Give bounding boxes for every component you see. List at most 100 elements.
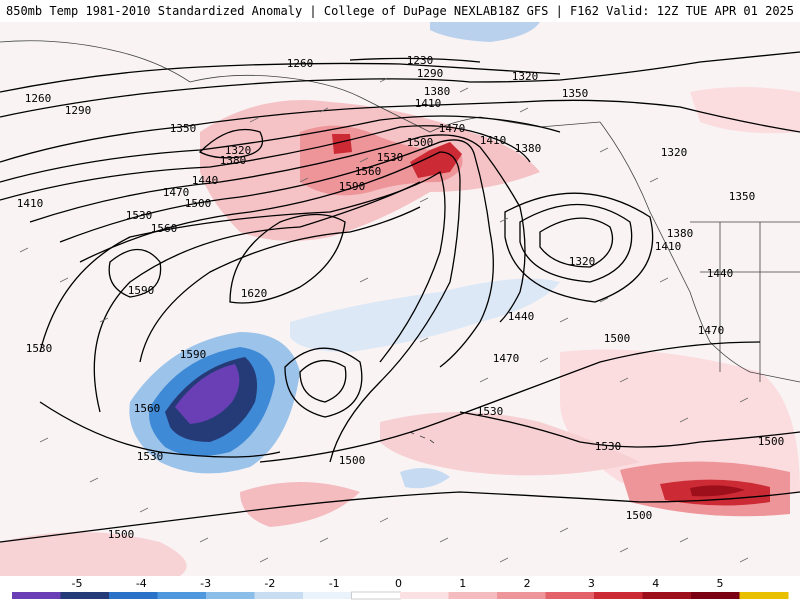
colorbar-swatch xyxy=(545,592,595,599)
contour-label: 1290 xyxy=(65,104,92,117)
contour-1620 xyxy=(229,213,346,304)
colorbar-tick-label: -3 xyxy=(200,577,211,590)
contour-low-ring2 xyxy=(519,203,633,283)
contour-label: 1350 xyxy=(729,190,756,203)
contour-label: 1500 xyxy=(108,528,135,541)
contour-label: 1500 xyxy=(339,454,366,467)
warm-anomaly-band xyxy=(380,412,640,476)
contour-label: 1380 xyxy=(424,85,451,98)
anomaly-shading xyxy=(0,22,800,576)
west-coast xyxy=(599,121,800,383)
contour-1440 xyxy=(29,134,526,323)
contour-label: 1320 xyxy=(512,70,539,83)
colorbar-swatch xyxy=(400,592,449,599)
contour-low-center xyxy=(539,217,614,268)
colorbar-swatch xyxy=(12,592,61,599)
contour-label: 1380 xyxy=(515,142,542,155)
colorbar-swatch xyxy=(497,592,546,599)
contour-label: 1260 xyxy=(25,92,52,105)
contour-label: 1320 xyxy=(661,146,688,159)
colorbar-swatch xyxy=(303,592,352,599)
contour-label: 1590 xyxy=(128,284,155,297)
cold-anomaly-top xyxy=(430,22,540,42)
colorbar-swatch xyxy=(206,592,255,599)
contour-label: 1530 xyxy=(477,405,504,418)
colorbar-swatch xyxy=(594,592,643,599)
contour-label: 1560 xyxy=(355,165,382,178)
cold-anomaly-band xyxy=(290,278,560,352)
contour-label: 1530 xyxy=(26,342,53,355)
colorbar-swatches xyxy=(12,591,789,600)
contour-1290 xyxy=(0,51,800,118)
contour-cutoff-ring xyxy=(284,347,363,418)
contour-label: 1470 xyxy=(439,122,466,135)
colorbar-swatch xyxy=(109,592,158,599)
colorbar-swatch xyxy=(157,592,207,599)
contour-label: 1530 xyxy=(126,209,153,222)
contour-1470 xyxy=(59,139,494,368)
header-bar: 850mb Temp 1981-2010 Standardized Anomal… xyxy=(0,0,800,22)
warm-anomaly-coast xyxy=(410,142,462,178)
colorbar-tick-label: 1 xyxy=(459,577,466,590)
contour-label: 1260 xyxy=(287,57,314,70)
contour-1590 xyxy=(139,206,421,363)
contour-label: 1620 xyxy=(241,287,268,300)
contour-low-ring3 xyxy=(504,192,654,303)
cold-anomaly-core xyxy=(175,364,240,424)
contour-label: 1230 xyxy=(407,54,434,67)
us-state-lines xyxy=(690,221,800,382)
contour-label: 1500 xyxy=(758,435,785,448)
colorbar-swatch xyxy=(448,592,498,599)
contour-label: 1380 xyxy=(667,227,694,240)
colorbar-swatch xyxy=(642,592,692,599)
warm-anomaly-max xyxy=(332,134,352,154)
contour-label: 1590 xyxy=(339,180,366,193)
colorbar-tick-label: 3 xyxy=(588,577,595,590)
colorbar-tick-label: 5 xyxy=(717,577,724,590)
contour-1530 xyxy=(39,170,446,363)
warm-anomaly-west xyxy=(0,532,187,576)
contour-label: 1470 xyxy=(698,324,725,337)
contour-label: 1470 xyxy=(493,352,520,365)
contour-label: 1380 xyxy=(220,154,247,167)
contour-label: 1410 xyxy=(480,134,507,147)
contour-label: 1320 xyxy=(569,255,596,268)
contour-1560 xyxy=(93,181,421,413)
colorbar-tick-label: -4 xyxy=(136,577,147,590)
contour-1500-south xyxy=(0,491,800,543)
contour-label: 1530 xyxy=(595,440,622,453)
contour-1230 xyxy=(349,57,481,63)
contour-label: 1410 xyxy=(17,197,44,210)
wind-barbs xyxy=(19,77,749,563)
colorbar: -5 -4 -3 -2 -1 0 1 2 3 4 5 xyxy=(0,576,800,600)
colorbar-ticks: -5 -4 -3 -2 -1 0 1 2 3 4 5 xyxy=(72,577,724,590)
colorbar-swatch xyxy=(351,591,401,600)
contour-1320 xyxy=(198,128,264,159)
contour-label: 1500 xyxy=(407,136,434,149)
map-title: 850mb Temp 1981-2010 Standardized Anomal… xyxy=(6,4,498,18)
contour-label: 1410 xyxy=(415,97,442,110)
colorbar-tick-label: 0 xyxy=(395,577,402,590)
contour-label: 1410 xyxy=(655,240,682,253)
contour-cutoff-low xyxy=(299,360,347,403)
contour-label: 1290 xyxy=(417,67,444,80)
colorbar-tick-label: -2 xyxy=(264,577,275,590)
contour-label: 1500 xyxy=(185,197,212,210)
contour-1500 xyxy=(79,151,461,463)
contour-label: 1500 xyxy=(626,509,653,522)
contour-1410 xyxy=(0,125,531,201)
height-contours xyxy=(0,51,800,543)
colorbar-swatch xyxy=(739,592,789,599)
contour-1590-low xyxy=(108,249,162,298)
contour-label: 1320 xyxy=(225,144,252,157)
contour-label: 1350 xyxy=(170,122,197,135)
colorbar-tick-label: -1 xyxy=(329,577,340,590)
colorbar-tick-label: -5 xyxy=(72,577,83,590)
contour-label: 1440 xyxy=(508,310,535,323)
contour-1530-south xyxy=(39,401,281,458)
contour-1350a xyxy=(0,99,800,163)
contour-label: 1350 xyxy=(562,87,589,100)
colorbar-swatch xyxy=(254,592,304,599)
contour-label: 1470 xyxy=(163,186,190,199)
